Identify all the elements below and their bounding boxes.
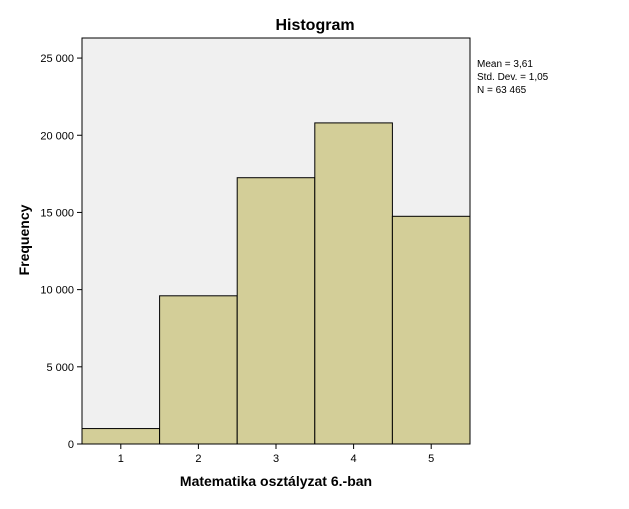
stats-line: Std. Dev. = 1,05: [477, 72, 549, 83]
y-tick-label: 0: [68, 439, 74, 451]
stats-line: Mean = 3,61: [477, 59, 533, 70]
y-tick-label: 10 000: [40, 285, 74, 297]
histogram-bar: [236, 177, 316, 445]
histogram-bar: [314, 122, 393, 445]
y-tick-label: 5 000: [46, 362, 74, 374]
histogram-bar: [391, 215, 471, 445]
x-tick-label: 2: [195, 453, 201, 465]
stats-box: Mean = 3,61 Std. Dev. = 1,05 N = 63 465: [477, 59, 549, 96]
x-axis-label: Matematika osztályzat 6.-ban: [180, 473, 372, 489]
histogram-bar: [159, 295, 238, 445]
chart-title: Histogram: [275, 17, 354, 34]
x-tick-label: 1: [118, 453, 124, 465]
y-tick-label: 15 000: [40, 207, 74, 219]
y-tick-label: 20 000: [40, 130, 74, 142]
x-tick-label: 5: [428, 453, 434, 465]
y-axis-label: Frequency: [16, 204, 32, 275]
y-tick-label: 25 000: [40, 53, 74, 65]
histogram-bar: [81, 428, 161, 445]
x-tick-label: 3: [273, 453, 279, 465]
stats-line: N = 63 465: [477, 85, 527, 96]
bars: [81, 122, 471, 445]
x-tick-label: 4: [351, 453, 357, 465]
x-axis-ticks: 1 2 3 4 5: [118, 444, 434, 465]
y-axis-ticks: 0 5 000 10 000 15 000 20 000 25 000: [40, 53, 82, 451]
